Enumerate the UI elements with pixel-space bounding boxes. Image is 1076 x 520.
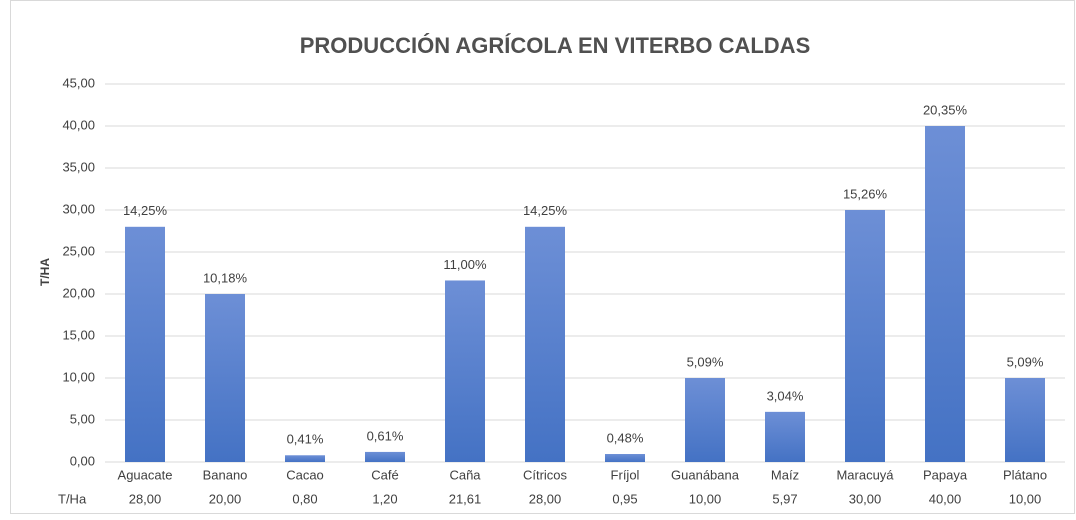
table-value: 28,00 — [529, 491, 562, 506]
x-tick-label: Cítricos — [523, 467, 568, 482]
bar — [605, 454, 645, 462]
x-tick-label: Aguacate — [118, 467, 173, 482]
y-tick-label: 35,00 — [62, 159, 95, 174]
table-value: 5,97 — [772, 491, 797, 506]
chart-title: PRODUCCIÓN AGRÍCOLA EN VITERBO CALDAS — [300, 33, 811, 58]
table-value: 21,61 — [449, 491, 482, 506]
y-tick-label: 5,00 — [70, 411, 95, 426]
y-tick-label: 15,00 — [62, 327, 95, 342]
y-axis-title: T/HA — [38, 258, 52, 286]
x-tick-label: Guanábana — [671, 467, 740, 482]
y-tick-label: 0,00 — [70, 453, 95, 468]
data-label: 0,61% — [367, 428, 404, 443]
y-tick-label: 40,00 — [62, 117, 95, 132]
table-value: 1,20 — [372, 491, 397, 506]
data-label: 15,26% — [843, 186, 888, 201]
table-value: 0,80 — [292, 491, 317, 506]
bar — [845, 210, 885, 462]
table-value: 28,00 — [129, 491, 162, 506]
x-tick-label: Fríjol — [611, 467, 640, 482]
bar — [285, 455, 325, 462]
bar — [365, 451, 405, 462]
data-label: 11,00% — [443, 257, 487, 272]
data-label: 10,18% — [203, 270, 248, 285]
x-tick-label: Café — [371, 467, 398, 482]
x-tick-label: Maracuyá — [836, 467, 894, 482]
bar — [445, 280, 485, 462]
x-tick-label: Plátano — [1003, 467, 1047, 482]
table-value: 0,95 — [612, 491, 637, 506]
x-tick-label: Papaya — [923, 467, 968, 482]
table-value: 10,00 — [689, 491, 722, 506]
table-row-label: T/Ha — [58, 491, 87, 506]
bar — [205, 294, 245, 462]
data-label: 0,48% — [607, 430, 644, 445]
y-tick-label: 30,00 — [62, 201, 95, 216]
x-tick-label: Cacao — [286, 467, 324, 482]
y-tick-label: 45,00 — [62, 75, 95, 90]
data-label: 3,04% — [767, 388, 804, 403]
bar — [765, 411, 805, 462]
data-label: 14,25% — [123, 203, 168, 218]
x-tick-label: Caña — [449, 467, 481, 482]
bar — [685, 378, 725, 462]
data-label: 0,41% — [287, 432, 324, 447]
x-tick-label: Maíz — [771, 467, 799, 482]
y-tick-label: 10,00 — [62, 369, 95, 384]
table-value: 30,00 — [849, 491, 882, 506]
bar — [525, 226, 565, 462]
x-tick-label: Banano — [203, 467, 248, 482]
bar — [925, 126, 965, 462]
data-label: 5,09% — [1007, 354, 1044, 369]
y-tick-label: 25,00 — [62, 243, 95, 258]
bar — [1005, 378, 1045, 462]
table-value: 10,00 — [1009, 491, 1042, 506]
table-value: 40,00 — [929, 491, 962, 506]
bar — [125, 226, 165, 462]
data-label: 5,09% — [687, 354, 724, 369]
data-label: 20,35% — [923, 102, 968, 117]
y-tick-label: 20,00 — [62, 285, 95, 300]
table-value: 20,00 — [209, 491, 242, 506]
data-label: 14,25% — [523, 203, 568, 218]
